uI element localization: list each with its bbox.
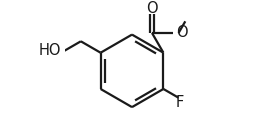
Text: F: F [176,95,184,110]
Text: O: O [146,1,158,16]
Text: O: O [176,25,188,40]
Text: HO: HO [39,43,61,58]
